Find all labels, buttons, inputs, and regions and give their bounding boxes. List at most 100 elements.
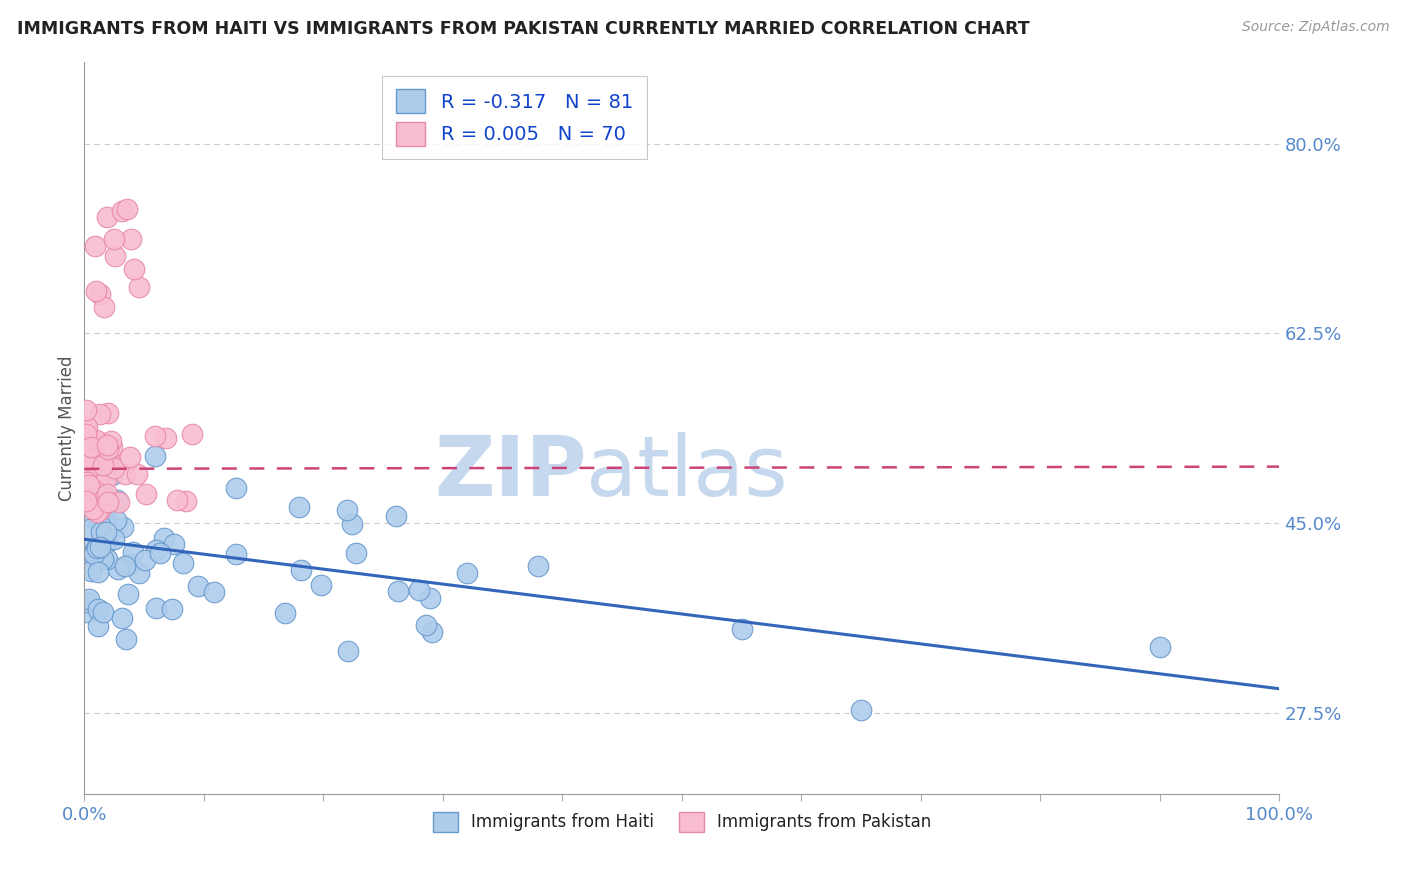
Text: ZIP: ZIP <box>434 432 586 513</box>
Point <box>98 450 121 464</box>
Point <box>89 452 111 467</box>
Point <box>422 624 444 639</box>
Point <box>96 487 118 501</box>
Point <box>86 541 108 556</box>
Point <box>111 204 134 219</box>
Point <box>84 483 107 498</box>
Point <box>1149 640 1171 654</box>
Text: IMMIGRANTS FROM HAITI VS IMMIGRANTS FROM PAKISTAN CURRENTLY MARRIED CORRELATION : IMMIGRANTS FROM HAITI VS IMMIGRANTS FROM… <box>17 20 1029 37</box>
Point <box>82 464 104 478</box>
Point <box>456 566 478 581</box>
Point <box>225 547 247 561</box>
Point <box>166 493 188 508</box>
Point <box>340 516 363 531</box>
Point <box>105 493 128 508</box>
Point <box>419 591 441 605</box>
Point <box>80 510 103 524</box>
Point <box>87 619 110 633</box>
Point <box>89 518 111 533</box>
Point <box>105 513 128 527</box>
Point <box>75 467 97 482</box>
Point <box>103 232 125 246</box>
Point <box>97 495 120 509</box>
Point <box>75 543 97 558</box>
Point <box>187 579 209 593</box>
Point <box>384 509 406 524</box>
Point <box>77 483 100 497</box>
Point <box>336 503 359 517</box>
Point <box>79 522 101 536</box>
Point <box>77 489 100 503</box>
Point <box>93 513 115 527</box>
Point <box>145 543 167 558</box>
Point <box>76 442 98 457</box>
Point <box>122 261 145 276</box>
Point <box>96 535 118 549</box>
Point <box>76 420 98 434</box>
Point <box>86 505 108 519</box>
Point <box>75 447 97 461</box>
Point <box>149 546 172 560</box>
Point <box>114 467 136 482</box>
Point <box>93 491 115 505</box>
Point <box>288 500 311 514</box>
Point <box>91 500 114 514</box>
Point <box>155 431 177 445</box>
Point <box>83 491 105 506</box>
Point <box>84 474 107 488</box>
Point <box>86 476 108 491</box>
Point <box>163 537 186 551</box>
Point <box>104 249 127 263</box>
Point <box>82 549 104 563</box>
Point <box>309 577 332 591</box>
Point <box>82 443 104 458</box>
Point <box>135 487 157 501</box>
Point <box>87 513 110 527</box>
Point <box>96 472 118 486</box>
Point <box>101 440 124 454</box>
Point <box>75 493 97 508</box>
Point <box>527 558 550 573</box>
Point <box>84 433 107 447</box>
Point <box>75 450 97 465</box>
Point <box>202 585 225 599</box>
Point <box>103 532 125 546</box>
Point <box>89 407 111 421</box>
Point <box>75 595 97 609</box>
Point <box>97 451 120 466</box>
Y-axis label: Currently Married: Currently Married <box>58 355 76 501</box>
Point <box>128 280 150 294</box>
Point <box>96 551 118 566</box>
Point <box>91 529 114 543</box>
Point <box>87 470 110 484</box>
Point <box>80 440 103 454</box>
Point <box>103 460 125 475</box>
Point <box>114 632 136 646</box>
Point <box>225 481 247 495</box>
Point <box>160 602 183 616</box>
Point <box>89 286 111 301</box>
Point <box>80 471 103 485</box>
Point <box>143 429 166 443</box>
Point <box>117 587 139 601</box>
Point <box>75 402 97 417</box>
Point <box>94 534 117 549</box>
Point <box>83 547 105 561</box>
Point <box>98 463 121 477</box>
Point <box>114 558 136 573</box>
Point <box>94 510 117 524</box>
Point <box>75 427 97 442</box>
Point <box>174 494 197 508</box>
Point <box>91 435 114 450</box>
Point <box>84 445 107 459</box>
Point <box>96 211 118 225</box>
Point <box>82 440 104 454</box>
Point <box>118 557 141 571</box>
Point <box>76 475 98 490</box>
Point <box>111 611 134 625</box>
Point <box>82 501 104 516</box>
Point <box>76 452 98 467</box>
Point <box>94 455 117 469</box>
Point <box>96 438 118 452</box>
Point <box>415 618 437 632</box>
